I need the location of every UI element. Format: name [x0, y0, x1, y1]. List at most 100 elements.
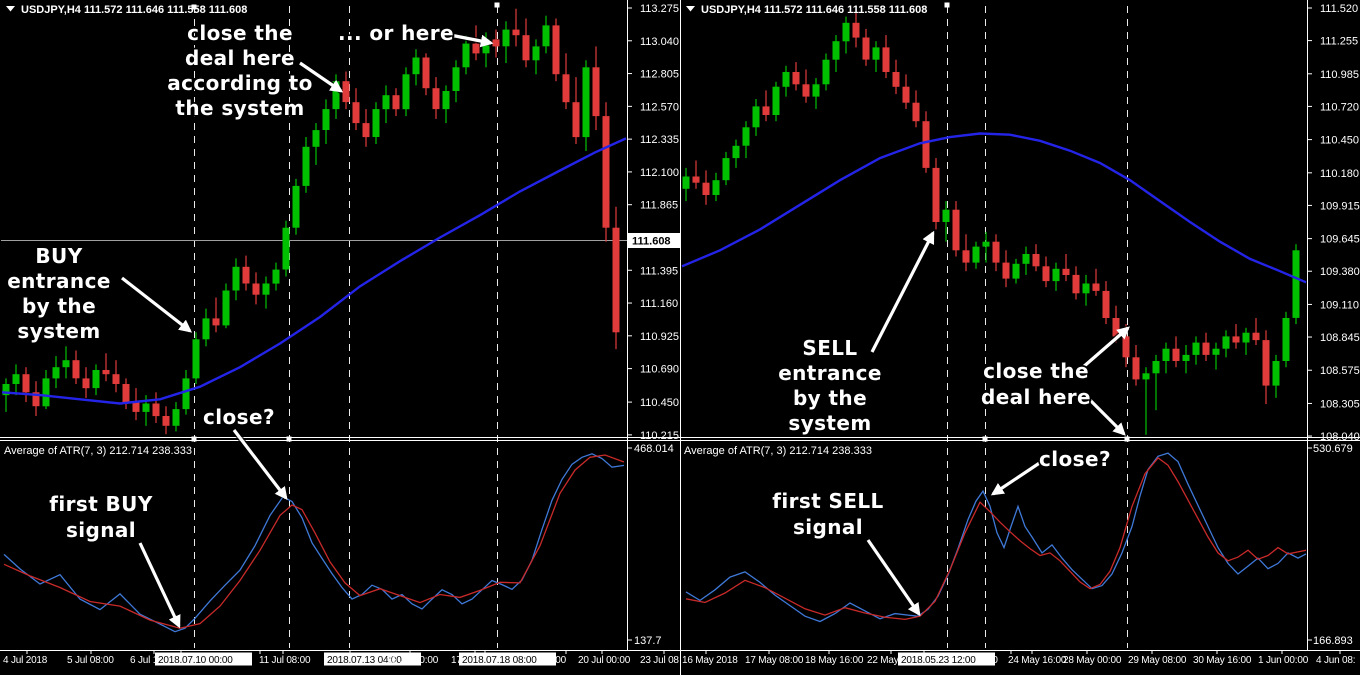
- time-axis-label: 16 Jul 00:00: [386, 655, 439, 666]
- price-axis-label: 111.255: [1320, 36, 1358, 48]
- candle-body: [852, 22, 860, 38]
- price-axis-label: 109.110: [1320, 299, 1359, 311]
- candle-body: [2, 384, 10, 396]
- candle-body: [342, 81, 350, 103]
- symbol-dropdown-icon[interactable]: [686, 6, 695, 12]
- annotation-text[interactable]: signal: [64, 516, 137, 544]
- annotation-text[interactable]: according to: [165, 69, 314, 97]
- price-axis-label: 110.450: [1320, 135, 1359, 147]
- annotation-text[interactable]: deal here: [183, 44, 296, 72]
- annotation-arrow[interactable]: [1080, 326, 1130, 370]
- candle-body: [1222, 336, 1230, 349]
- candle-body: [892, 72, 900, 87]
- annotation-text[interactable]: first SELL: [771, 487, 886, 515]
- candle-body: [412, 57, 420, 75]
- candle-body: [1292, 250, 1300, 318]
- chart-title: USDJPY,H4 111.572 111.646 111.558 111.60…: [21, 4, 247, 16]
- candle-body: [42, 378, 50, 407]
- time-axis-label: 17: [451, 655, 462, 666]
- candle-body: [552, 25, 560, 75]
- object-handle[interactable]: [191, 436, 197, 442]
- time-axis-label: 5 Jul 08:00: [67, 655, 114, 666]
- candle-body: [472, 43, 480, 54]
- candle-body: [1092, 283, 1100, 291]
- object-handle[interactable]: [1124, 436, 1130, 442]
- indicator-min-label: 166.893: [1313, 635, 1353, 647]
- time-axis-label: 2018.07.18 08:00: [462, 655, 537, 666]
- price-axis-label: 110.985: [1320, 69, 1359, 81]
- candle-body: [542, 25, 550, 47]
- annotation-text[interactable]: close the: [981, 357, 1090, 385]
- object-handle[interactable]: [982, 436, 988, 442]
- annotation-text[interactable]: ... or here: [336, 19, 455, 47]
- annotation-arrow[interactable]: [866, 539, 921, 617]
- candle-body: [722, 158, 730, 181]
- current-price-badge-label: 111.608: [632, 236, 671, 248]
- object-handle[interactable]: [494, 2, 500, 8]
- time-axis-label: 2018.07.13 04:00: [327, 655, 402, 666]
- candle-body: [232, 266, 240, 291]
- candle-body: [752, 106, 760, 128]
- price-axis-label: 108.040: [1320, 431, 1360, 443]
- candle-body: [1212, 348, 1220, 355]
- annotation-text[interactable]: signal: [791, 513, 864, 541]
- annotation-arrow[interactable]: [232, 429, 288, 501]
- candle-body: [152, 403, 160, 417]
- annotation-text[interactable]: BUY: [34, 242, 84, 270]
- symbol-dropdown-icon[interactable]: [6, 6, 15, 12]
- annotation-arrow[interactable]: [1080, 390, 1126, 436]
- price-axis-label: 112.805: [640, 69, 679, 81]
- price-axis-label: 113.275: [640, 3, 679, 15]
- annotation-arrow[interactable]: [870, 230, 935, 353]
- price-axis-label: 110.180: [1320, 168, 1359, 180]
- candle-body: [1172, 348, 1180, 361]
- annotation-text[interactable]: system: [787, 409, 873, 437]
- object-handle[interactable]: [191, 4, 197, 10]
- candle-body: [282, 227, 290, 270]
- annotation-arrow[interactable]: [439, 31, 494, 48]
- annotation-arrow[interactable]: [299, 61, 344, 93]
- candle-body: [292, 185, 300, 228]
- indicator-label: Average of ATR(7, 3) 212.714 238.333: [684, 445, 872, 457]
- time-axis-label: 30 May 16:00: [1193, 655, 1252, 666]
- candle-body: [52, 367, 60, 379]
- candle-body: [1102, 290, 1110, 318]
- annotation-text[interactable]: close the: [185, 19, 294, 47]
- annotation-arrow[interactable]: [990, 460, 1042, 496]
- candle-body: [372, 109, 380, 137]
- time-axis-label: 1 Jun 00:00: [1258, 655, 1309, 666]
- price-axis-label: 110.690: [640, 364, 679, 376]
- annotation-text[interactable]: close?: [1037, 445, 1112, 473]
- annotation-text[interactable]: the system: [174, 94, 306, 122]
- candle-body: [1002, 262, 1010, 279]
- annotation-text[interactable]: entrance: [776, 359, 883, 387]
- candle-body: [72, 360, 80, 379]
- annotation-arrow[interactable]: [121, 276, 193, 333]
- candle-body: [312, 130, 320, 147]
- annotation-text[interactable]: deal here: [979, 383, 1092, 411]
- time-axis-highlight: [898, 652, 995, 666]
- object-handle[interactable]: [944, 2, 950, 8]
- annotation-text[interactable]: SELL: [801, 334, 859, 362]
- annotation-text[interactable]: first BUY: [48, 490, 155, 518]
- candle-body: [1252, 332, 1260, 341]
- annotation-text[interactable]: entrance: [5, 267, 112, 295]
- candle-body: [912, 102, 920, 122]
- annotation-arrow[interactable]: [138, 542, 181, 629]
- object-handle[interactable]: [286, 436, 292, 442]
- candle-body: [462, 43, 470, 68]
- candle-body: [12, 374, 20, 384]
- price-axis-label: 111.865: [640, 200, 678, 212]
- candle-body: [452, 67, 460, 91]
- candle-body: [932, 167, 940, 222]
- annotation-text[interactable]: system: [16, 317, 102, 345]
- annotation-text[interactable]: by the: [20, 292, 97, 320]
- candle-body: [1262, 340, 1270, 386]
- candle-body: [382, 95, 390, 110]
- annotation-text[interactable]: by the: [791, 384, 868, 412]
- annotation-text[interactable]: close?: [201, 403, 276, 431]
- price-axis-label: 110.720: [1320, 101, 1359, 113]
- candle-body: [392, 95, 400, 110]
- time-axis-label: 16:00: [542, 655, 567, 666]
- candle-body: [772, 86, 780, 115]
